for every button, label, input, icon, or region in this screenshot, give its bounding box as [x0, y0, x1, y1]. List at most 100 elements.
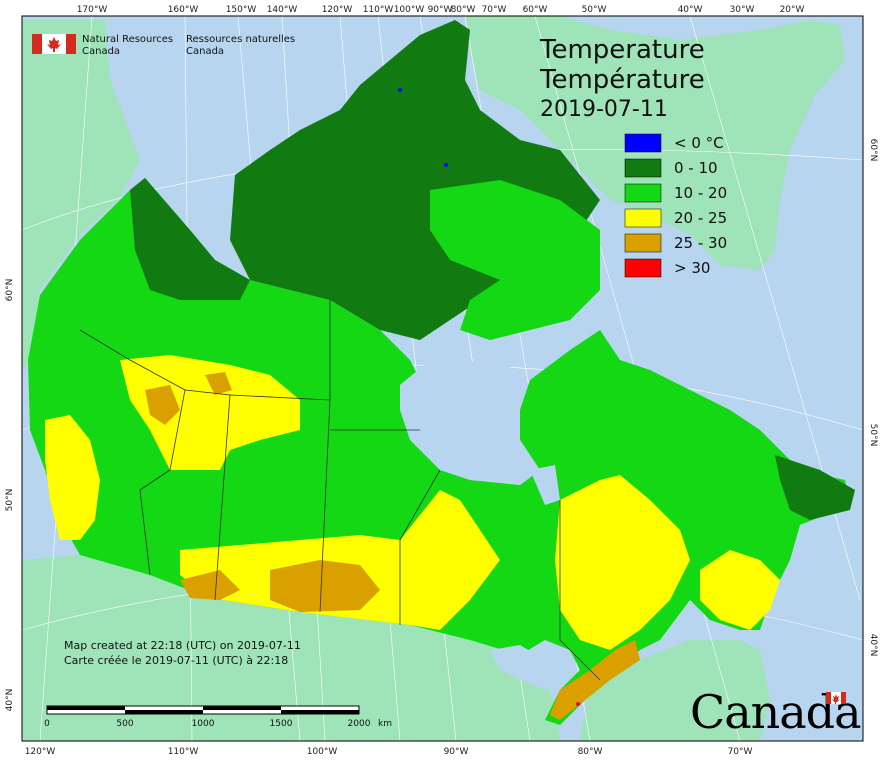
legend-swatch — [624, 233, 662, 253]
nrcan-signature: Natural Resources Canada Ressources natu… — [32, 34, 295, 57]
bottom-tick-label: 70°W — [728, 747, 753, 757]
left-tick-labels: 60°N 50°N 40°N — [5, 279, 15, 712]
top-tick-label: 40°W — [678, 5, 703, 15]
newfoundland — [775, 455, 855, 520]
great-lakes — [490, 645, 560, 690]
legend-label: < 0 °C — [674, 134, 724, 152]
top-tick-label: 50°W — [582, 5, 607, 15]
bottom-tick-label: 110°W — [168, 747, 199, 757]
hot-spot — [576, 702, 580, 706]
top-tick-label: 60°W — [523, 5, 548, 15]
bottom-tick-label: 90°W — [444, 747, 469, 757]
bottom-tick-labels: 120°W 110°W 100°W 90°W 80°W 70°W — [25, 747, 753, 757]
south-warm — [180, 490, 500, 630]
right-tick-labels: 60°N 50°N 40°N — [868, 139, 878, 657]
james-bay — [530, 465, 560, 505]
cold-spot-1 — [398, 88, 402, 92]
maple-leaf-icon — [47, 37, 61, 52]
wordmark-flag-left — [826, 692, 831, 704]
top-tick-label: 20°W — [780, 5, 805, 15]
legend-swatch — [624, 158, 662, 178]
title-fr: Température — [539, 65, 705, 95]
top-tick-label: 150°W — [226, 5, 257, 15]
scale-seg-4 — [281, 710, 359, 714]
hot-prairie-2 — [270, 560, 380, 612]
alaska — [22, 20, 140, 300]
usa — [22, 555, 560, 741]
maritimes-warm — [700, 550, 780, 630]
right-tick-label: 60°N — [868, 139, 878, 162]
flag-bar-left — [32, 34, 42, 54]
scale-seg-2 — [125, 710, 203, 714]
top-tick-label: 170°W — [77, 5, 108, 15]
cold-spot-2 — [444, 163, 448, 167]
bottom-tick-label: 100°W — [307, 747, 338, 757]
note-created-en: Map created at 22:18 (UTC) on 2019-07-11 — [64, 639, 301, 652]
legend: < 0 °C 0 - 10 10 - 20 20 - 25 25 - 30 > 30 — [624, 133, 727, 278]
title-date: 2019-07-11 — [540, 97, 668, 122]
quebec-warm — [555, 475, 690, 650]
scale-label: 0 — [44, 719, 50, 729]
top-tick-label: 90°W — [428, 5, 453, 15]
alaska-coast — [22, 290, 40, 370]
scale-labels: 0 500 1000 1500 2000 km — [44, 719, 392, 729]
top-tick-label: 80°W — [451, 5, 476, 15]
legend-swatch — [624, 258, 662, 278]
bottom-tick-label: 120°W — [25, 747, 56, 757]
map-frame — [21, 15, 864, 742]
note-created-fr: Carte créée le 2019-07-11 (UTC) à 22:18 — [64, 654, 288, 667]
scale-label: 1000 — [192, 719, 215, 729]
legend-swatch — [624, 183, 662, 203]
legend-label: 0 - 10 — [674, 159, 718, 177]
bottom-tick-label: 80°W — [578, 747, 603, 757]
left-tick-label: 40°N — [5, 689, 15, 712]
agency-en-line1: Natural Resources — [82, 34, 173, 45]
canada-temperature — [28, 20, 855, 725]
top-tick-label: 140°W — [267, 5, 298, 15]
scale-label: 2000 — [348, 719, 371, 729]
canada-wordmark: Canada — [690, 685, 862, 739]
legend-label: 25 - 30 — [674, 234, 727, 252]
top-tick-label: 70°W — [482, 5, 507, 15]
scale-seg-1 — [47, 706, 125, 710]
right-tick-label: 50°N — [868, 424, 878, 447]
scale-label: 500 — [116, 719, 133, 729]
left-tick-label: 50°N — [5, 489, 15, 512]
agency-fr-line2: Canada — [186, 46, 224, 57]
hot-ontario — [550, 640, 640, 720]
hot-north-2 — [205, 372, 232, 395]
top-tick-label: 160°W — [168, 5, 199, 15]
top-tick-label: 110°W — [363, 5, 394, 15]
legend-label: > 30 — [674, 259, 710, 277]
top-tick-label: 100°W — [394, 5, 425, 15]
top-tick-labels: 170°W 160°W 150°W 140°W 120°W 110°W 100°W 90°W8… — [77, 5, 805, 15]
wordmark-maple-leaf-icon — [832, 694, 840, 704]
flag-bar-right — [66, 34, 76, 54]
right-tick-label: 40°N — [868, 634, 878, 657]
legend-swatch — [624, 133, 662, 153]
scale-bar: 0 500 1000 1500 2000 km — [44, 705, 392, 729]
scale-label: 1500 — [270, 719, 293, 729]
hot-prairie-1 — [180, 570, 240, 600]
provincial-borders — [79, 300, 601, 681]
arctic-islands-green — [430, 180, 600, 340]
prairie-warm — [120, 355, 300, 470]
nw-cool — [130, 178, 250, 300]
bc-warm — [45, 415, 100, 540]
top-tick-label: 120°W — [322, 5, 353, 15]
legend-swatch — [624, 208, 662, 228]
wordmark-flag-right — [841, 692, 846, 704]
scale-seg-3 — [203, 706, 281, 710]
title-en: Temperature — [539, 35, 705, 65]
top-tick-label: 30°W — [730, 5, 755, 15]
scale-unit: km — [378, 719, 392, 729]
legend-label: 20 - 25 — [674, 209, 727, 227]
agency-fr-line1: Ressources naturelles — [186, 34, 295, 45]
hot-north — [145, 385, 180, 425]
agency-en-line2: Canada — [82, 46, 120, 57]
left-tick-label: 60°N — [5, 279, 15, 302]
legend-label: 10 - 20 — [674, 184, 727, 202]
hudson-bay — [400, 355, 540, 485]
